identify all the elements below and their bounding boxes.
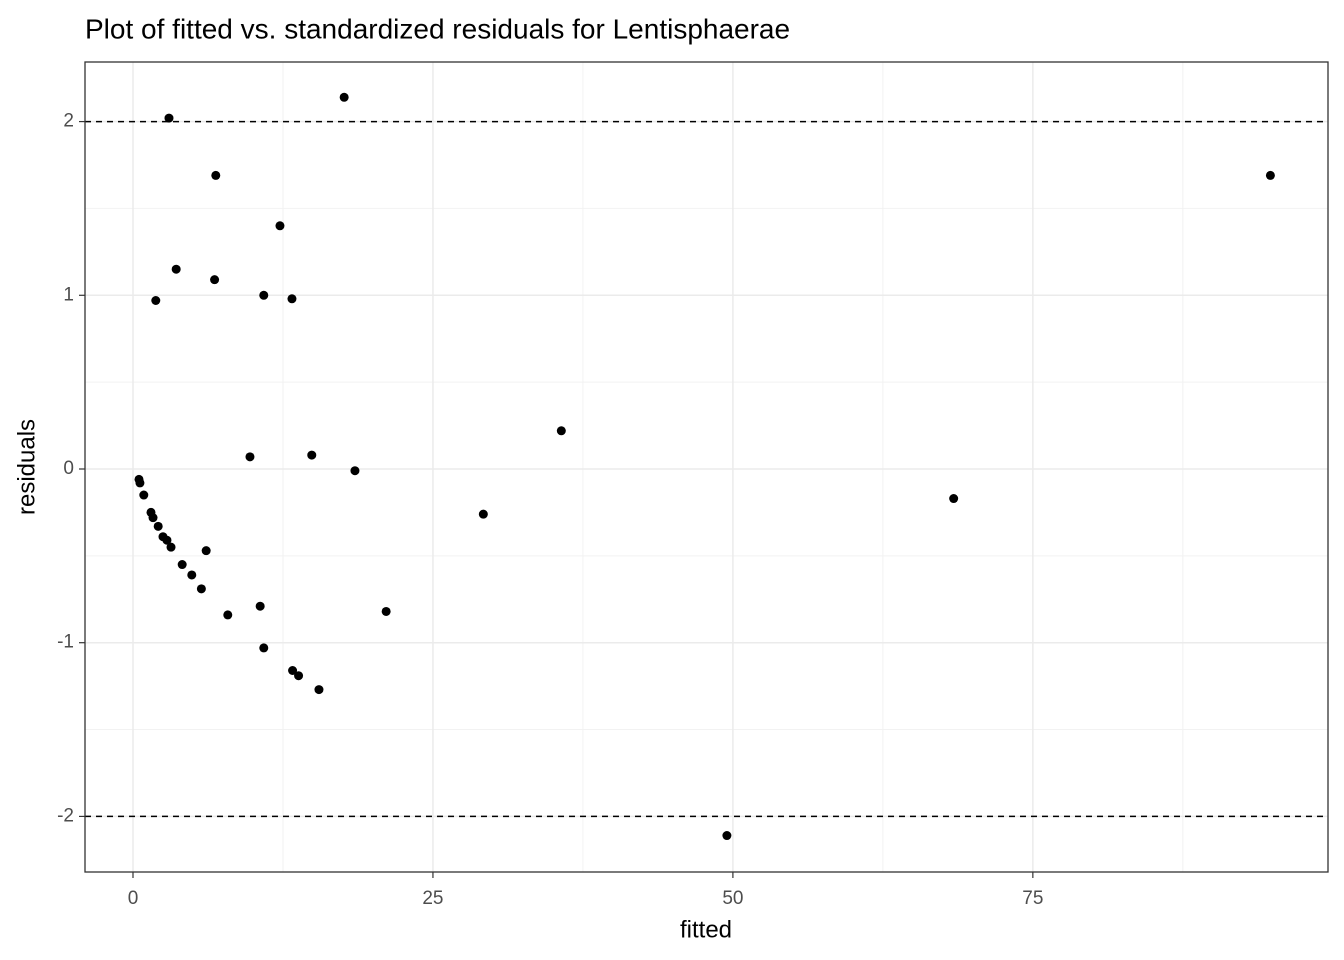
- point: [722, 831, 732, 841]
- chart-title: Plot of fitted vs. standardized residual…: [85, 13, 790, 44]
- y-tick-label: -2: [57, 805, 74, 826]
- point: [164, 113, 174, 123]
- point: [288, 665, 298, 675]
- y-tick-label: -1: [57, 632, 74, 653]
- point: [211, 170, 221, 180]
- point: [287, 294, 297, 304]
- point: [210, 275, 220, 285]
- y-tick-label: 2: [63, 111, 74, 132]
- x-tick-label: 75: [1022, 888, 1043, 909]
- point: [166, 542, 176, 552]
- point: [187, 570, 197, 580]
- point: [255, 601, 265, 611]
- y-tick-label: 0: [63, 458, 74, 479]
- point: [201, 546, 211, 556]
- x-tick-label: 25: [422, 888, 443, 909]
- point: [275, 221, 285, 231]
- point: [339, 92, 349, 102]
- point: [556, 426, 566, 436]
- x-tick-label: 0: [128, 888, 139, 909]
- point: [259, 290, 269, 300]
- point: [135, 478, 145, 488]
- y-axis-label: residuals: [13, 419, 40, 515]
- y-tick-label: 1: [63, 284, 74, 305]
- point: [151, 296, 161, 306]
- point: [381, 606, 391, 616]
- point: [196, 584, 206, 594]
- point: [177, 560, 187, 570]
- point: [171, 264, 181, 274]
- point: [949, 494, 959, 504]
- point: [139, 490, 149, 500]
- x-axis-label: fitted: [680, 916, 732, 943]
- point: [223, 610, 233, 620]
- panel-border: [84, 61, 1329, 873]
- point: [245, 452, 255, 462]
- point: [294, 671, 304, 681]
- point: [478, 509, 488, 519]
- point: [259, 643, 269, 653]
- point: [162, 535, 172, 545]
- x-tick-label: 50: [722, 888, 743, 909]
- point: [314, 685, 324, 695]
- point: [307, 450, 317, 460]
- point: [148, 513, 158, 523]
- point: [1265, 170, 1275, 180]
- point: [153, 521, 163, 531]
- point: [350, 466, 360, 476]
